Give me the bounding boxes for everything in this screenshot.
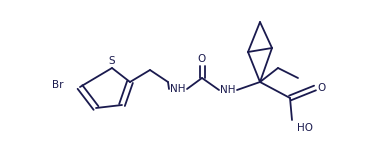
Text: NH: NH (220, 85, 236, 95)
Text: S: S (109, 56, 115, 66)
Text: O: O (317, 83, 325, 93)
Text: Br: Br (52, 80, 64, 90)
Text: O: O (198, 54, 206, 64)
Text: HO: HO (297, 123, 313, 133)
Text: NH: NH (170, 84, 186, 94)
